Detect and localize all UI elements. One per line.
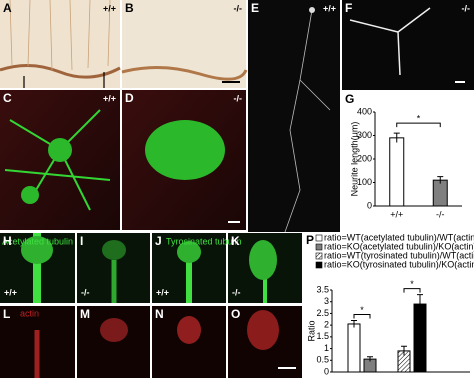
panel-letter: I	[80, 234, 83, 248]
genotype-label: -/-	[234, 3, 243, 13]
y-tick-label: 0	[324, 366, 329, 376]
panel-letter: K	[231, 234, 240, 248]
significance-bracket	[403, 288, 421, 293]
panel-f-image	[342, 0, 474, 90]
y-tick-label: 1.5	[316, 331, 329, 341]
y-axis-label: Neurite length(μm)	[349, 122, 359, 197]
genotype-label: +/+	[4, 287, 17, 297]
legend-swatch	[315, 252, 323, 260]
panel-letter: N	[155, 307, 164, 321]
error-bar	[417, 294, 423, 314]
bar	[347, 323, 361, 373]
y-tick-label: 3.5	[316, 284, 329, 294]
x-tick-label: -/-	[436, 209, 445, 219]
y-tick-label: 0.5	[316, 355, 329, 365]
legend-entry: ratio=KO(acetylated tubulin)/KO(actin)	[324, 241, 474, 251]
panel-letter: M	[80, 307, 90, 321]
legend-entry: ratio=WT(acetylated tubulin)/WT(actin)	[324, 232, 474, 242]
significance-bracket	[396, 122, 441, 128]
genotype-label: +/+	[103, 93, 116, 103]
significance-mark: *	[360, 305, 364, 315]
actin-label: actin	[20, 308, 39, 318]
genotype-label: -/-	[234, 93, 243, 103]
genotype-label: -/-	[462, 3, 471, 13]
panel-letter: C	[3, 91, 12, 105]
y-tick-label: 200	[357, 153, 372, 163]
significance-mark: *	[417, 114, 421, 124]
panel-letter: P	[306, 233, 314, 247]
panel-e-image	[248, 0, 340, 232]
panel-letter: E	[251, 1, 259, 15]
bar	[432, 179, 448, 207]
legend-entry: ratio=KO(tyrosinated tubulin)/KO(actin)	[324, 259, 474, 269]
panel-letter: G	[345, 92, 354, 106]
error-bar	[351, 319, 357, 328]
error-bar	[393, 132, 400, 143]
y-axis-label: Ratio	[306, 320, 316, 341]
y-tick-label: 300	[357, 130, 372, 140]
x-tick-label: +/+	[390, 209, 403, 219]
y-tick-label: 100	[357, 177, 372, 187]
tyrosinated-label: Tyrosinated tubulin	[166, 236, 242, 246]
panel-letter: J	[155, 234, 162, 248]
error-bar	[401, 345, 407, 356]
y-tick-label: 400	[357, 106, 372, 116]
y-tick-label: 3	[324, 296, 329, 306]
panel-letter: D	[125, 91, 134, 105]
panel-letter: H	[3, 234, 12, 248]
significance-mark: *	[410, 279, 414, 289]
significance-bracket	[353, 313, 371, 319]
y-tick-label: 2.5	[316, 308, 329, 318]
panel-letter: O	[231, 307, 240, 321]
legend-swatch	[315, 243, 323, 251]
panel-letter: B	[125, 1, 134, 15]
panel-letter: L	[3, 307, 10, 321]
bar	[413, 303, 427, 373]
genotype-label: +/+	[103, 3, 116, 13]
genotype-label: -/-	[232, 287, 241, 297]
error-bar	[367, 356, 373, 362]
legend-entry: ratio=WT(tyrosinated tubulin)/WT(actin)	[324, 250, 474, 260]
panel-b-image	[122, 0, 246, 88]
panel-letter: F	[345, 1, 352, 15]
genotype-label: -/-	[81, 287, 90, 297]
y-tick-label: 1	[324, 343, 329, 353]
error-bar	[437, 176, 444, 184]
y-tick-label: 0	[367, 200, 372, 210]
genotype-label: +/+	[156, 287, 169, 297]
panel-letter: A	[3, 1, 12, 15]
acetylated-label: Acetylated tubulin	[2, 236, 73, 246]
legend-swatch	[315, 261, 323, 269]
genotype-label: +/+	[323, 3, 336, 13]
bar	[389, 137, 405, 207]
legend-swatch	[315, 234, 323, 242]
y-tick-label: 2	[324, 320, 329, 330]
